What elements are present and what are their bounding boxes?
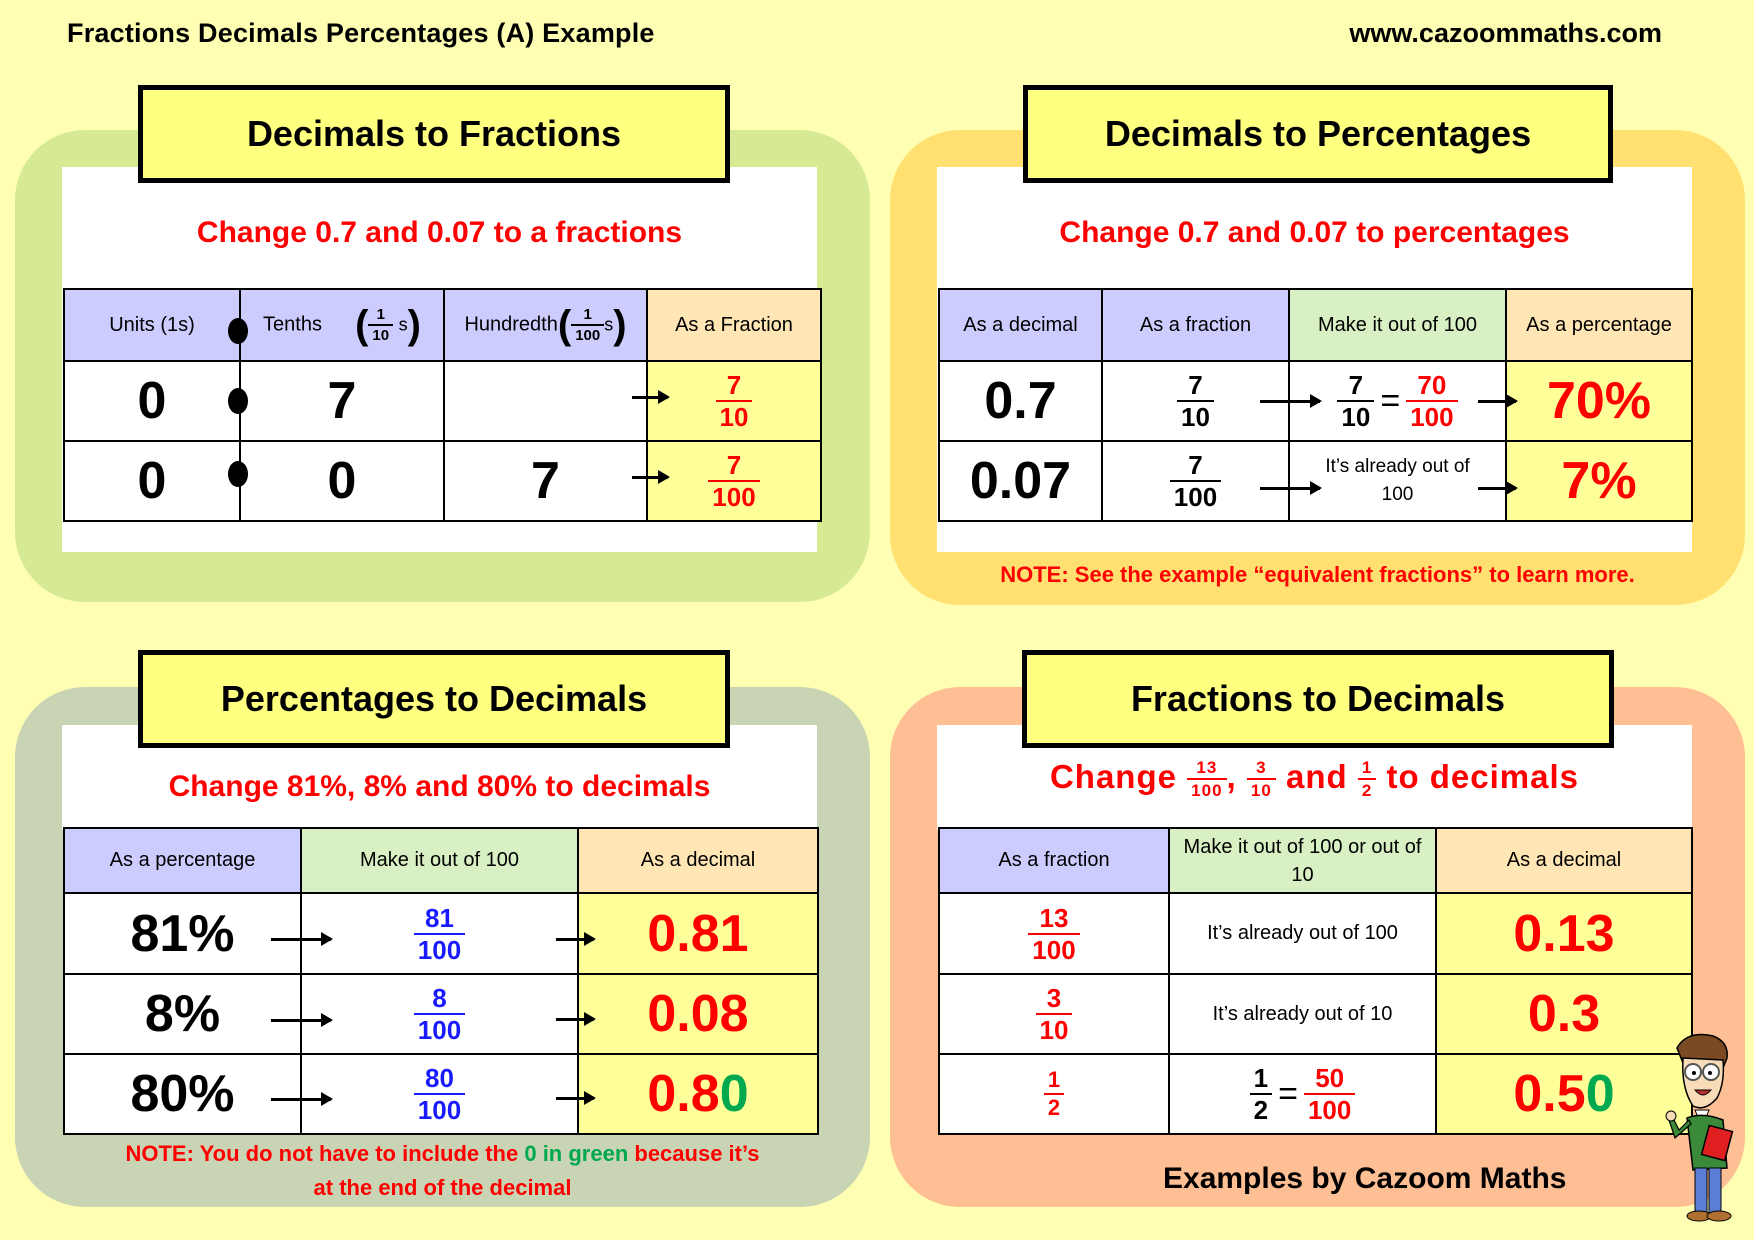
header-as-a-fraction: As a fraction bbox=[1101, 288, 1290, 362]
arrow-right-icon bbox=[271, 932, 333, 946]
cell-fraction: 7 10 bbox=[1101, 360, 1290, 442]
table-row: 0 7 7 10 bbox=[63, 360, 822, 442]
cell-make-out-of: It’s already out of 10 bbox=[1168, 973, 1437, 1055]
cell-decimal: 0.80 bbox=[577, 1053, 819, 1135]
cell-units: 0 bbox=[63, 360, 241, 442]
decimal-point-icon bbox=[228, 461, 248, 487]
arrow-right-icon bbox=[271, 1092, 333, 1106]
cell-decimal: 0.13 bbox=[1435, 892, 1693, 975]
table-row: 3 10 It’s already out of 10 0.3 bbox=[938, 973, 1693, 1055]
decimal-point-icon bbox=[228, 318, 248, 344]
cell-tenths: 7 bbox=[239, 360, 445, 442]
cell-hundredths: 7 bbox=[443, 440, 648, 522]
table-row: 13 100 It’s already out of 100 0.13 bbox=[938, 892, 1693, 975]
cell-hundredths bbox=[443, 360, 648, 442]
cell-tenths: 0 bbox=[239, 440, 445, 522]
header-as-a-fraction: As a fraction bbox=[938, 827, 1170, 894]
cell-fraction: 3 10 bbox=[938, 973, 1170, 1055]
arrow-right-icon bbox=[271, 1013, 333, 1027]
table-row: 0.07 7 100 It’s already out of 100 7% bbox=[938, 440, 1693, 522]
cell-percentage: 7% bbox=[1505, 440, 1693, 522]
cell-make-out-of: 1 2 = 50 100 bbox=[1168, 1053, 1437, 1135]
cell-make-out-of-100: 7 10 = 70 100 bbox=[1288, 360, 1507, 442]
title-percentages-to-decimals: Percentages to Decimals bbox=[138, 650, 730, 748]
cell-decimal: 0.3 bbox=[1435, 973, 1693, 1055]
header-as-a-decimal: As a decimal bbox=[577, 827, 819, 894]
header-as-a-decimal: As a decimal bbox=[938, 288, 1103, 362]
instruction-decimals-to-percentages: Change 0.7 and 0.07 to percentages bbox=[1059, 216, 1570, 249]
note-equivalent-fractions: NOTE: See the example “equivalent fracti… bbox=[1000, 562, 1635, 587]
cell-percentage: 80% bbox=[63, 1053, 302, 1135]
table-fractions-to-decimals: As a fraction Make it out of 100 or out … bbox=[938, 827, 1693, 1135]
arrow-right-icon bbox=[556, 1091, 596, 1105]
arrow-right-icon bbox=[632, 470, 670, 484]
cell-fraction: 7 100 bbox=[1101, 440, 1290, 522]
cell-make-out-of: It’s already out of 100 bbox=[1168, 892, 1437, 975]
arrow-right-icon bbox=[1478, 394, 1518, 408]
table-row: 0.7 7 10 7 10 = 70 100 70% bbox=[938, 360, 1693, 442]
note-green-zero: NOTE: You do not have to include the 0 i… bbox=[125, 1141, 760, 1200]
table-row: 81% 81 100 0.81 bbox=[63, 892, 819, 975]
header-as-a-percentage: As a percentage bbox=[1505, 288, 1693, 362]
site-url[interactable]: www.cazoommaths.com bbox=[1349, 18, 1662, 48]
cell-units: 0 bbox=[63, 440, 241, 522]
title-decimals-to-fractions: Decimals to Fractions bbox=[138, 85, 730, 183]
cell-make-out-of-100: It’s already out of 100 bbox=[1288, 440, 1507, 522]
header-tenths: Tenths (1 10 s) bbox=[239, 288, 445, 362]
footer-credit: Examples by Cazoom Maths bbox=[1163, 1162, 1567, 1195]
header-make-it-out-of-100-or-10: Make it out of 100 or out of 10 bbox=[1168, 827, 1437, 894]
title-decimals-to-percentages: Decimals to Percentages bbox=[1023, 85, 1613, 183]
arrow-right-icon bbox=[1260, 394, 1322, 408]
cell-make-out-of-100: 81 100 bbox=[300, 892, 579, 975]
instruction-percentages-to-decimals: Change 81%, 8% and 80% to decimals bbox=[168, 770, 711, 803]
decimal-point-icon bbox=[228, 388, 248, 414]
teacher-cartoon-icon bbox=[1665, 1028, 1745, 1223]
header-as-a-fraction: As a Fraction bbox=[646, 288, 822, 362]
cell-percentage: 81% bbox=[63, 892, 302, 975]
header-hundredth: Hundredth(1 100 s) bbox=[443, 288, 648, 362]
arrow-right-icon bbox=[632, 390, 670, 404]
table-row: 8% 8 100 0.08 bbox=[63, 973, 819, 1055]
instruction-decimals-to-fractions: Change 0.7 and 0.07 to a fractions bbox=[196, 216, 683, 249]
cell-percentage: 8% bbox=[63, 973, 302, 1055]
arrow-right-icon bbox=[556, 1012, 596, 1026]
cell-make-out-of-100: 80 100 bbox=[300, 1053, 579, 1135]
title-fractions-to-decimals: Fractions to Decimals bbox=[1022, 650, 1614, 748]
arrow-right-icon bbox=[1478, 481, 1518, 495]
cell-fraction: 7 10 bbox=[646, 360, 822, 442]
cell-decimal: 0.7 bbox=[938, 360, 1103, 442]
header-as-a-percentage: As a percentage bbox=[63, 827, 302, 894]
cell-decimal: 0.50 bbox=[1435, 1053, 1693, 1135]
cell-fraction: 13 100 bbox=[938, 892, 1170, 975]
cell-fraction: 7 100 bbox=[646, 440, 822, 522]
table-row: 80% 80 100 0.80 bbox=[63, 1053, 819, 1135]
cell-decimal: 0.07 bbox=[938, 440, 1103, 522]
table-decimals-to-percentages: As a decimal As a fraction Make it out o… bbox=[938, 288, 1693, 522]
arrow-right-icon bbox=[1260, 481, 1322, 495]
header-make-it-out-of-100: Make it out of 100 bbox=[1288, 288, 1507, 362]
table-percentages-to-decimals: As a percentage Make it out of 100 As a … bbox=[63, 827, 819, 1135]
table-decimals-to-fractions: Units (1s) Tenths (1 10 s) Hundredth(1 100… bbox=[63, 288, 822, 522]
header-make-it-out-of-100: Make it out of 100 bbox=[300, 827, 579, 894]
table-row: 0 0 7 7 100 bbox=[63, 440, 822, 522]
header-units: Units (1s) bbox=[63, 288, 241, 362]
header-as-a-decimal: As a decimal bbox=[1435, 827, 1693, 894]
cell-percentage: 70% bbox=[1505, 360, 1693, 442]
arrow-right-icon bbox=[556, 932, 596, 946]
page-title: Fractions Decimals Percentages (A) Examp… bbox=[67, 18, 655, 48]
cell-decimal: 0.81 bbox=[577, 892, 819, 975]
cell-decimal: 0.08 bbox=[577, 973, 819, 1055]
cell-make-out-of-100: 8 100 bbox=[300, 973, 579, 1055]
